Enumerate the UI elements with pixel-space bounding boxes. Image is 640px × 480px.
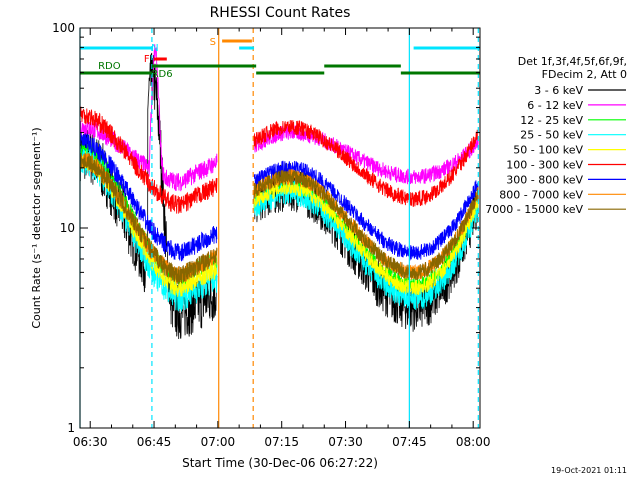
flag-label-n: N <box>151 43 158 54</box>
x-tick-label: 07:45 <box>392 435 427 449</box>
flag-label-f: F <box>144 54 150 65</box>
series-6-12-kev <box>79 44 479 192</box>
series-trace <box>253 180 479 296</box>
series-layer <box>79 44 479 340</box>
series-7000-15000-kev <box>79 153 479 285</box>
series-trace <box>80 106 218 214</box>
x-tick-label: 07:15 <box>264 435 299 449</box>
legend-label: 3 - 6 keV <box>534 84 583 97</box>
axis-layer: 06:30 06:45 07:00 07:15 07:30 07:45 08:00 1 10 10… <box>52 21 490 449</box>
y-axis-label: Count Rate (s⁻¹ detector segment⁻¹) <box>30 127 43 328</box>
x-tick-label: 06:45 <box>137 435 172 449</box>
series-trace <box>253 180 479 310</box>
legend-label: 300 - 800 keV <box>506 173 583 186</box>
chart-title: RHESSI Count Rates <box>210 5 351 21</box>
x-tick-label: 07:30 <box>328 435 363 449</box>
series-trace <box>253 125 479 185</box>
x-tick-label: 06:30 <box>73 435 108 449</box>
x-axis-label: Start Time (30-Dec-06 06:27:22) <box>182 456 378 470</box>
legend-label: 100 - 300 keV <box>506 159 583 172</box>
y-tick-label: 1 <box>67 421 75 435</box>
x-tick-label: 07:00 <box>201 435 236 449</box>
series-trace <box>79 153 218 285</box>
legend: 3 - 6 keV 6 - 12 keV 12 - 25 keV 25 - 50 ke… <box>485 84 626 216</box>
legend-label: 6 - 12 keV <box>527 99 583 112</box>
series-100-300-kev <box>80 106 479 214</box>
legend-header-line-2: FDecim 2, Att 0 <box>542 68 627 81</box>
legend-label: 25 - 50 keV <box>520 129 583 142</box>
series-trace <box>253 160 479 261</box>
flag-label-rdo: RDO <box>98 61 121 72</box>
flag-label-s: S <box>210 37 216 48</box>
series-trace <box>79 132 218 262</box>
legend-header-line-1: Det 1f,3f,4f,5f,6f,9f, <box>518 55 627 68</box>
legend-label: 50 - 100 keV <box>513 144 583 157</box>
legend-label: 12 - 25 keV <box>520 114 583 127</box>
series-trace <box>253 169 479 281</box>
series-300-800-kev <box>79 132 479 262</box>
legend-label: 7000 - 15000 keV <box>485 203 583 216</box>
y-tick-label: 10 <box>60 221 75 235</box>
series-trace <box>79 44 218 192</box>
x-tick-label: 08:00 <box>456 435 491 449</box>
series-trace <box>253 120 479 208</box>
timestamp: 19-Oct-2021 01:11 <box>551 466 627 475</box>
y-tick-label: 100 <box>52 21 75 35</box>
legend-label: 800 - 7000 keV <box>499 188 583 201</box>
flag-label-rd6: RD6 <box>152 69 173 80</box>
